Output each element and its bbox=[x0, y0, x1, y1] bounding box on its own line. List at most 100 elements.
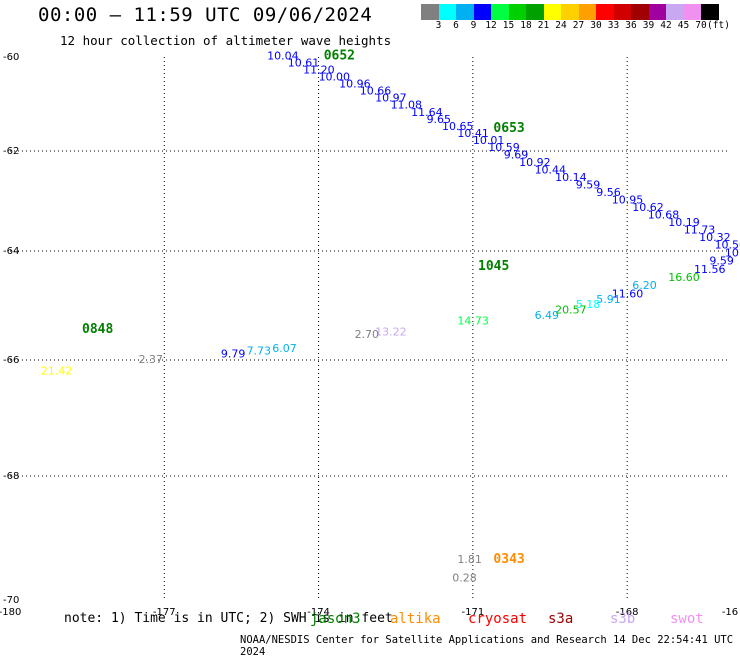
wave-height-value: 11.20 bbox=[303, 63, 335, 76]
chart-title: 00:00 – 11:59 UTC 09/06/2024 bbox=[38, 4, 373, 26]
wave-height-value: 11.56 bbox=[694, 263, 726, 276]
x-tick-label: -168 bbox=[616, 607, 639, 618]
colorbar-labels: 3 6 9 12 15 18 21 24 27 30 33 36 39 42 45 70 (ft) bbox=[421, 20, 740, 34]
wave-height-value: 16.60 bbox=[668, 271, 700, 284]
wave-height-value: 6.20 bbox=[632, 279, 657, 292]
x-tick-label: -16 bbox=[722, 607, 738, 618]
colorbar-swatch bbox=[701, 4, 719, 20]
x-tick-label: -177 bbox=[153, 607, 176, 618]
colorbar-swatch bbox=[543, 4, 561, 20]
wave-height-value: 14.73 bbox=[457, 315, 489, 328]
wave-height-value: 10.14 bbox=[555, 171, 587, 184]
wave-height-value: 10.01 bbox=[473, 134, 505, 147]
wave-height-value: 10.41 bbox=[457, 127, 489, 140]
colorbar-swatch bbox=[561, 4, 579, 20]
wave-height-value: 10.66 bbox=[360, 85, 392, 98]
colorbar-swatch bbox=[438, 4, 456, 20]
colorbar-swatch bbox=[613, 4, 631, 20]
wave-height-value: 5.18 bbox=[576, 298, 601, 311]
pass-time-label: 0653 bbox=[493, 121, 524, 136]
chart-subtitle: 12 hour collection of altimeter wave hei… bbox=[60, 33, 392, 48]
wave-height-value: 5.91 bbox=[596, 293, 621, 306]
wave-height-value: 9.59 bbox=[709, 255, 734, 268]
colorbar-label: 18 bbox=[520, 20, 532, 31]
wave-height-value: 10.96 bbox=[339, 78, 371, 91]
note-text: note: 1) Time is in UTC; 2) SWH is in fe… bbox=[64, 611, 393, 626]
colorbar-swatch bbox=[596, 4, 614, 20]
colorbar bbox=[421, 4, 719, 20]
colorbar-label: 36 bbox=[625, 20, 637, 31]
colorbar-label: 45 bbox=[677, 20, 690, 31]
wave-height-value: 11.64 bbox=[411, 106, 443, 119]
colorbar-swatch bbox=[508, 4, 526, 20]
wave-height-value: 20.57 bbox=[555, 304, 587, 317]
wave-height-value: 10.97 bbox=[375, 92, 407, 105]
wave-height-value: 10.62 bbox=[632, 201, 664, 214]
wave-height-value: 11.08 bbox=[391, 99, 423, 112]
wave-height-value: 13.22 bbox=[375, 325, 407, 338]
wave-height-value: 9.69 bbox=[504, 149, 529, 162]
pass-time-label: 0848 bbox=[82, 322, 113, 337]
wave-height-value: 10.08 bbox=[725, 246, 740, 259]
colorbar-swatch bbox=[631, 4, 649, 20]
wave-height-value: 10.19 bbox=[668, 216, 700, 229]
wave-height-value: 9.59 bbox=[576, 179, 601, 192]
pass-time-label: 1045 bbox=[478, 259, 509, 274]
colorbar-label: 6 bbox=[453, 20, 459, 31]
wave-height-value: 10.44 bbox=[535, 164, 567, 177]
wave-height-value: 7.73 bbox=[247, 345, 271, 358]
x-tick-label: -180 bbox=[0, 607, 21, 618]
wave-height-value: 9.56 bbox=[596, 186, 621, 199]
colorbar-label: 39 bbox=[642, 20, 655, 31]
satellite-legend-item: swot bbox=[670, 611, 704, 627]
colorbar-label: 30 bbox=[590, 20, 602, 31]
colorbar-label: 3 bbox=[435, 20, 442, 31]
y-tick-label: -62 bbox=[3, 146, 19, 157]
colorbar-swatch bbox=[578, 4, 596, 20]
colorbar-label: 15 bbox=[502, 20, 515, 31]
y-tick-label: -68 bbox=[3, 471, 19, 482]
wave-height-value: 10.32 bbox=[699, 231, 731, 244]
wave-height-value: 2.37 bbox=[139, 353, 164, 366]
wave-height-value: 10.95 bbox=[612, 194, 644, 207]
colorbar-label: 9 bbox=[470, 20, 477, 31]
footer-credit: NOAA/NESDIS Center for Satellite Applica… bbox=[240, 634, 734, 658]
colorbar-label: 27 bbox=[572, 20, 585, 31]
colorbar-swatch bbox=[683, 4, 701, 20]
satellite-legend-item: s3a bbox=[548, 611, 574, 627]
x-tick-label: -174 bbox=[307, 607, 330, 618]
colorbar-label: 33 bbox=[607, 20, 620, 31]
colorbar-label: 12 bbox=[485, 20, 497, 31]
wave-height-value: 10.68 bbox=[648, 209, 680, 222]
colorbar-label: 21 bbox=[537, 20, 550, 31]
colorbar-label: 24 bbox=[555, 20, 567, 31]
colorbar-swatch bbox=[473, 4, 491, 20]
colorbar-swatch bbox=[526, 4, 544, 20]
wave-height-value: 1.81 bbox=[457, 553, 482, 566]
wave-height-value: 9.79 bbox=[221, 347, 246, 360]
wave-height-value: 9.65 bbox=[427, 113, 452, 126]
wave-height-value: 6.49 bbox=[535, 309, 560, 322]
satellite-legend-item: s3b bbox=[610, 611, 636, 627]
y-tick-label: -70 bbox=[3, 595, 19, 606]
satellite-legend-item: altika bbox=[390, 611, 441, 627]
colorbar-swatch bbox=[421, 4, 439, 20]
wave-height-value: 11.73 bbox=[684, 224, 716, 237]
colorbar-swatch bbox=[456, 4, 474, 20]
wave-height-value: 10.04 bbox=[267, 49, 299, 62]
y-tick-label: -60 bbox=[3, 52, 19, 63]
colorbar-swatch bbox=[491, 4, 509, 20]
wave-height-value: 10.92 bbox=[519, 156, 551, 169]
wave-height-value: 10.59 bbox=[488, 141, 520, 154]
satellite-legend-item: cryosat bbox=[468, 611, 528, 627]
y-tick-label: -66 bbox=[3, 355, 19, 366]
y-tick-label: -64 bbox=[3, 246, 19, 257]
wave-height-value: 0.28 bbox=[452, 571, 477, 584]
satellite-legend-item: jason3 bbox=[310, 611, 361, 627]
wave-height-value: 21.42 bbox=[41, 365, 73, 378]
pass-time-label: 0652 bbox=[324, 48, 355, 63]
wave-height-value: 10.65 bbox=[442, 120, 474, 133]
wave-height-value: 2.70 bbox=[355, 328, 380, 341]
wave-height-value: 11.60 bbox=[612, 287, 644, 300]
